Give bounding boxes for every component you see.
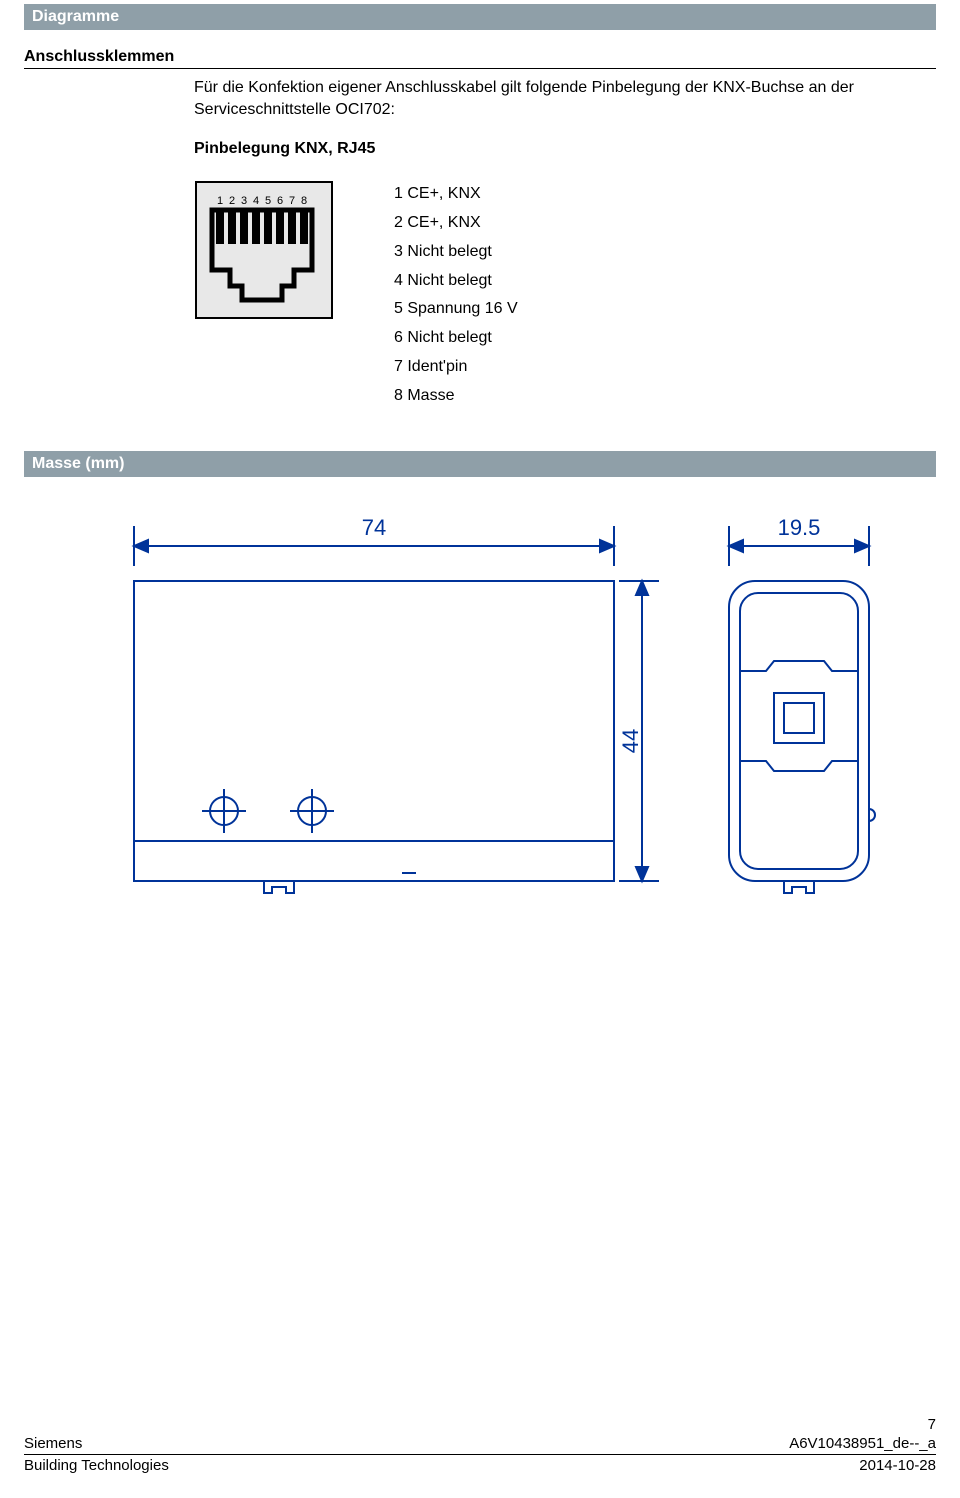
footer-company: Siemens (24, 1435, 82, 1452)
heading-anschlussklemmen: Anschlussklemmen (24, 48, 936, 66)
dim-height: 44 (618, 728, 643, 752)
intro-paragraph: Für die Konfektion eigener Anschlusskabe… (194, 77, 936, 120)
section-diagramme: Diagramme (24, 4, 936, 30)
section-masse: Masse (mm) (24, 451, 936, 477)
pin-item: 3 Nicht belegt (394, 238, 936, 267)
pin-item: 5 Spannung 16 V (394, 295, 936, 324)
pin-item: 7 Ident'pin (394, 353, 936, 382)
footer-docid: A6V10438951_de--_a (789, 1435, 936, 1452)
svg-text:5: 5 (265, 195, 271, 207)
pin-item: 8 Masse (394, 382, 936, 411)
front-view-diagram: 74 (114, 511, 674, 931)
svg-text:1: 1 (217, 195, 223, 207)
pin-item: 4 Nicht belegt (394, 267, 936, 296)
svg-text:2: 2 (229, 195, 235, 207)
divider (24, 68, 936, 69)
pin-item: 6 Nicht belegt (394, 324, 936, 353)
dim-depth: 19.5 (778, 515, 821, 540)
footer-date: 2014-10-28 (859, 1457, 936, 1474)
pinbelegung-heading: Pinbelegung KNX, RJ45 (194, 140, 936, 158)
svg-text:4: 4 (253, 195, 259, 207)
pin-item: 2 CE+, KNX (394, 209, 936, 238)
dim-width: 74 (362, 515, 386, 540)
page-number: 7 (24, 1416, 936, 1433)
rj45-diagram: 1 2 3 4 5 6 7 8 (194, 180, 334, 325)
pin-list: 1 CE+, KNX 2 CE+, KNX 3 Nicht belegt 4 N… (394, 180, 936, 410)
side-view-diagram: 19.5 (704, 511, 894, 931)
footer-division: Building Technologies (24, 1457, 169, 1474)
svg-text:8: 8 (301, 195, 307, 207)
svg-text:6: 6 (277, 195, 283, 207)
svg-text:7: 7 (289, 195, 295, 207)
pin-item: 1 CE+, KNX (394, 180, 936, 209)
svg-text:3: 3 (241, 195, 247, 207)
